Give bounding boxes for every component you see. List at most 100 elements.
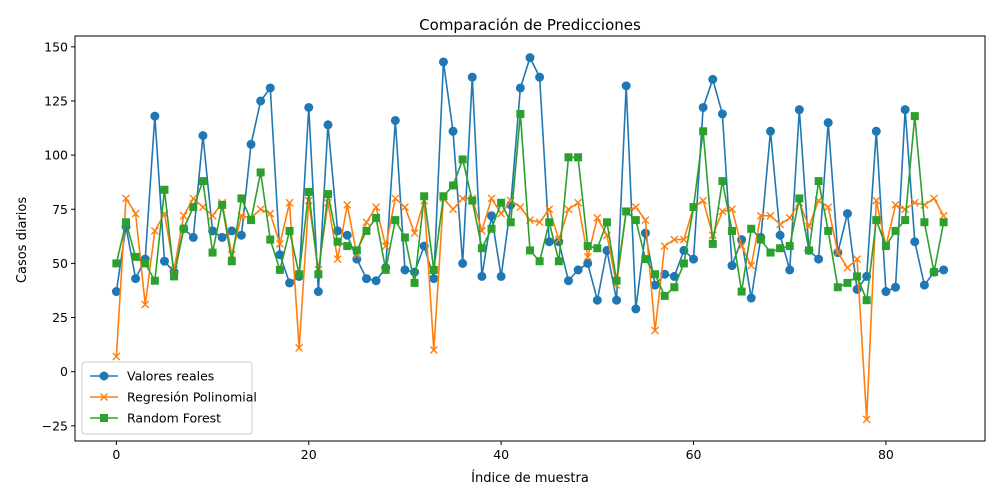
data-point bbox=[141, 259, 150, 268]
data-point bbox=[651, 270, 660, 279]
data-point bbox=[631, 216, 640, 225]
data-point bbox=[141, 300, 150, 309]
y-tick-label: 25 bbox=[52, 310, 68, 325]
data-point bbox=[872, 196, 881, 205]
data-point bbox=[295, 270, 304, 279]
data-point bbox=[640, 228, 650, 238]
data-point bbox=[785, 265, 795, 275]
data-point bbox=[660, 242, 669, 251]
data-point bbox=[641, 255, 650, 264]
x-tick-label: 20 bbox=[301, 447, 317, 462]
data-point bbox=[689, 254, 699, 264]
data-point bbox=[438, 57, 448, 67]
data-point bbox=[545, 218, 554, 227]
data-point bbox=[756, 211, 765, 220]
data-point bbox=[823, 118, 833, 128]
data-point bbox=[775, 230, 785, 240]
data-point bbox=[247, 216, 256, 225]
data-point bbox=[429, 274, 439, 284]
data-point bbox=[900, 105, 910, 115]
data-point bbox=[112, 259, 121, 268]
data-point bbox=[612, 295, 622, 305]
data-point bbox=[468, 196, 477, 205]
data-point bbox=[362, 226, 371, 235]
data-point bbox=[295, 343, 304, 352]
data-point bbox=[891, 226, 900, 235]
data-point bbox=[458, 194, 467, 203]
data-point bbox=[208, 248, 217, 257]
data-point bbox=[592, 295, 602, 305]
data-point bbox=[131, 209, 140, 218]
data-point bbox=[477, 244, 486, 253]
data-point bbox=[333, 255, 342, 264]
series-layer bbox=[111, 53, 949, 424]
data-point bbox=[131, 274, 141, 284]
data-point bbox=[824, 203, 833, 212]
data-point bbox=[237, 194, 246, 203]
x-tick-label: 40 bbox=[493, 447, 509, 462]
data-point bbox=[256, 168, 265, 177]
data-point bbox=[526, 246, 534, 255]
data-point bbox=[776, 244, 785, 253]
data-point bbox=[622, 207, 631, 216]
data-point bbox=[121, 194, 130, 203]
x-tick-label: 60 bbox=[686, 447, 702, 462]
legend-label: Valores reales bbox=[127, 369, 214, 384]
data-point bbox=[515, 83, 525, 93]
data-point bbox=[352, 254, 362, 264]
data-point bbox=[314, 270, 323, 279]
data-point bbox=[717, 109, 727, 119]
data-point bbox=[516, 109, 525, 118]
y-tick-label: 0 bbox=[60, 364, 68, 379]
data-point bbox=[939, 218, 948, 227]
x-axis: 0 20 40 60 80 bbox=[112, 441, 894, 462]
y-tick-label: 50 bbox=[52, 256, 68, 271]
data-point bbox=[852, 284, 862, 294]
data-point bbox=[535, 257, 544, 266]
data-point bbox=[448, 126, 458, 136]
data-point bbox=[342, 230, 352, 240]
legend-marker bbox=[100, 393, 108, 401]
data-point bbox=[920, 218, 929, 227]
data-point bbox=[275, 239, 284, 248]
data-point bbox=[718, 177, 727, 186]
data-point bbox=[477, 271, 487, 281]
data-point bbox=[217, 232, 227, 242]
data-point bbox=[563, 276, 573, 286]
data-point bbox=[400, 233, 409, 242]
legend-label: Random Forest bbox=[127, 411, 221, 426]
data-point bbox=[689, 203, 698, 212]
data-point bbox=[670, 283, 679, 292]
data-point bbox=[487, 194, 496, 203]
data-point bbox=[449, 181, 458, 190]
y-tick-label: 125 bbox=[44, 93, 68, 108]
data-point bbox=[381, 242, 390, 251]
data-point bbox=[891, 282, 901, 292]
data-point bbox=[150, 111, 160, 121]
data-point bbox=[285, 226, 294, 235]
data-point bbox=[785, 242, 794, 251]
data-point bbox=[198, 203, 207, 212]
data-point bbox=[862, 415, 871, 424]
data-point bbox=[583, 258, 593, 268]
data-point bbox=[737, 242, 746, 251]
data-point bbox=[410, 229, 419, 238]
data-point bbox=[824, 226, 833, 235]
data-point bbox=[410, 278, 419, 287]
data-point bbox=[111, 287, 121, 297]
data-point bbox=[362, 218, 371, 227]
y-tick-label: 75 bbox=[52, 202, 68, 217]
data-point bbox=[227, 250, 236, 259]
x-axis-title: Índice de muestra bbox=[471, 470, 589, 486]
data-point bbox=[535, 72, 545, 82]
x-tick-label: 80 bbox=[878, 447, 894, 462]
data-point bbox=[400, 203, 409, 212]
data-point bbox=[593, 213, 602, 222]
data-point bbox=[429, 265, 438, 274]
data-point bbox=[487, 224, 496, 233]
plot-frame bbox=[74, 35, 986, 442]
data-point bbox=[535, 218, 544, 227]
data-point bbox=[361, 274, 371, 284]
data-point bbox=[343, 242, 352, 251]
data-point bbox=[679, 235, 688, 244]
